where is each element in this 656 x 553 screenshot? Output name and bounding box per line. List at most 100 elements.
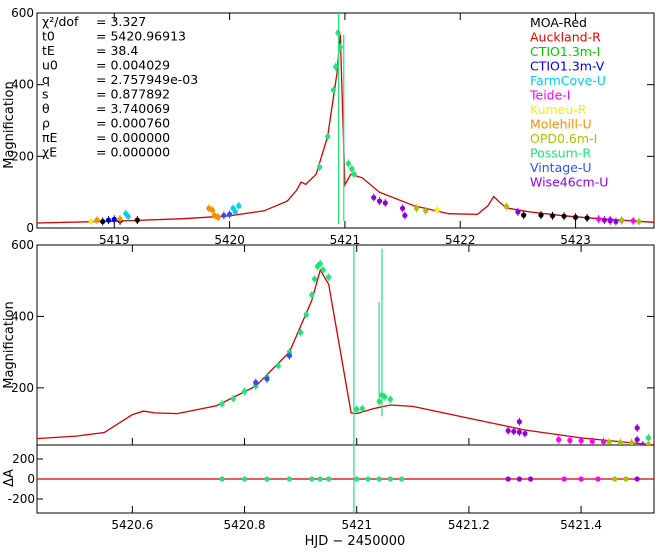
data-point-opd0-6m-i <box>645 441 651 445</box>
data-point-teide-i <box>596 216 602 222</box>
residual-point-opd0-6m-i <box>612 476 618 482</box>
data-point-opd0-6m-i <box>503 203 509 210</box>
legend-entry: MOA-Red <box>530 15 587 30</box>
data-point-possum-r <box>230 395 236 402</box>
data-point-opd0-6m-i <box>606 439 612 445</box>
data-point-wise46cm-u <box>371 194 377 201</box>
data-point-wise46cm-u <box>382 200 388 206</box>
param-label: χE <box>42 145 57 160</box>
legend-entry: Molehill-U <box>530 117 592 132</box>
data-point-moa-red <box>584 215 590 221</box>
fit-parameters: χ²/dof = 3.327 t0 = 5420.96913 tE = 38.4 u0 = 0… <box>42 14 198 160</box>
model-curve <box>37 34 654 224</box>
residual-point-possum-r <box>219 476 225 482</box>
data-point-possum-r <box>354 406 360 412</box>
residual-point-possum-r <box>365 476 371 482</box>
data-point-ctio1-3m-v <box>111 216 117 222</box>
y-tick-label: 0 <box>27 472 35 486</box>
data-point-moa-red <box>572 214 579 220</box>
data-point-teide-i <box>556 437 562 443</box>
data-point-wise46cm-u <box>522 430 528 437</box>
param-label: πE <box>42 130 58 145</box>
data-point-kumeu-r <box>434 207 440 213</box>
legend-entry: Kumeu-R <box>530 102 587 117</box>
data-point-teide-i <box>600 439 607 445</box>
legend-entry: FarmCove-U <box>530 73 606 88</box>
param-label: χ²/dof <box>42 14 79 29</box>
middle-panel-frame <box>36 244 655 446</box>
x-tick-label: 5421 <box>341 518 372 532</box>
data-point-wise46cm-u <box>601 217 608 223</box>
data-point-wise46cm-u <box>511 428 517 435</box>
data-point-farmcove-u <box>232 209 238 215</box>
data-point-possum-r <box>317 260 323 267</box>
legend-entry: Possum-R <box>530 146 591 161</box>
y-tick-label: 200 <box>11 381 34 395</box>
data-point-possum-r <box>349 166 355 172</box>
param-value: = 0.004029 <box>96 58 170 73</box>
residual-point-possum-r <box>398 476 405 482</box>
residual-point-possum-r <box>326 476 332 482</box>
data-point-molehill-u <box>94 217 100 223</box>
data-point-possum-r <box>351 171 357 177</box>
data-point-wise46cm-u <box>516 429 522 435</box>
middle-panel: 200 400 600 <box>11 238 654 457</box>
data-point-vintage-u <box>264 376 270 382</box>
legend-entry: Vintage-U <box>530 160 592 175</box>
y-tick-label: 600 <box>11 238 34 252</box>
data-point-possum-r <box>312 276 318 282</box>
data-point-moa-red <box>134 217 140 223</box>
x-tick-label: 5423 <box>560 233 591 247</box>
data-point-opd0-6m-i <box>636 218 642 225</box>
x-tick-label: 5422 <box>445 233 476 247</box>
data-point-possum-r <box>325 134 331 140</box>
y-tick-label: 400 <box>11 78 34 92</box>
x-tick-label: 5421.2 <box>448 518 490 532</box>
data-point-possum-r <box>298 329 304 336</box>
data-point-possum-r <box>645 435 651 441</box>
residual-point-possum-r <box>376 476 382 482</box>
x-tick-label: 5420.8 <box>224 518 266 532</box>
legend: MOA-RedAuckland-RCTIO1.3m-ICTIO1.3m-VFar… <box>529 15 608 190</box>
y-tick-label: 200 <box>12 452 35 466</box>
data-point-molehill-u <box>215 214 221 220</box>
data-point-possum-r <box>635 452 640 457</box>
residual-ylabel: ΔA <box>2 469 17 487</box>
data-point-moa-red <box>100 218 106 225</box>
residual-point-teide-i <box>595 476 601 482</box>
param-value: = 0.000000 <box>96 145 170 160</box>
data-point-wise46cm-u <box>640 442 646 445</box>
data-point-opd0-6m-i <box>617 439 623 445</box>
data-point-wise46cm-u <box>402 212 408 219</box>
legend-entry: Wise46cm-U <box>530 175 608 190</box>
param-value: = 3.740069 <box>96 101 170 116</box>
param-label: θ <box>42 101 50 116</box>
param-label: tE <box>42 43 55 58</box>
plot-area <box>37 245 654 457</box>
data-point-moa-red <box>521 212 527 218</box>
data-point-vintage-u <box>286 353 293 359</box>
data-point-farmcove-u <box>125 213 131 220</box>
y-tick-label: -200 <box>8 492 35 506</box>
data-point-wise46cm-u <box>634 425 640 431</box>
data-point-opd0-6m-i <box>423 208 429 214</box>
residual-point-wise46cm-u <box>528 476 534 482</box>
residual-point-wise46cm-u <box>634 476 640 482</box>
param-label: u0 <box>42 58 58 73</box>
residual-point-wise46cm-u <box>516 476 522 482</box>
plot-area <box>37 13 654 226</box>
param-label: ρ <box>42 116 50 131</box>
legend-entry: Auckland-R <box>530 30 601 45</box>
residual-point-possum-r <box>317 476 323 482</box>
legend-entry: Teide-I <box>529 88 571 103</box>
x-tick-label: 5420.6 <box>111 518 153 532</box>
data-point-wise46cm-u <box>515 209 521 215</box>
data-point-wise46cm-u <box>505 428 511 434</box>
residual-point-possum-r <box>241 476 248 482</box>
data-point-possum-r <box>275 363 281 369</box>
data-point-wise46cm-u <box>376 198 383 204</box>
data-point-possum-r <box>320 267 326 273</box>
x-tick-label: 5421.4 <box>560 518 602 532</box>
data-point-opd0-6m-i <box>413 205 420 211</box>
data-point-vintage-u <box>226 211 233 217</box>
